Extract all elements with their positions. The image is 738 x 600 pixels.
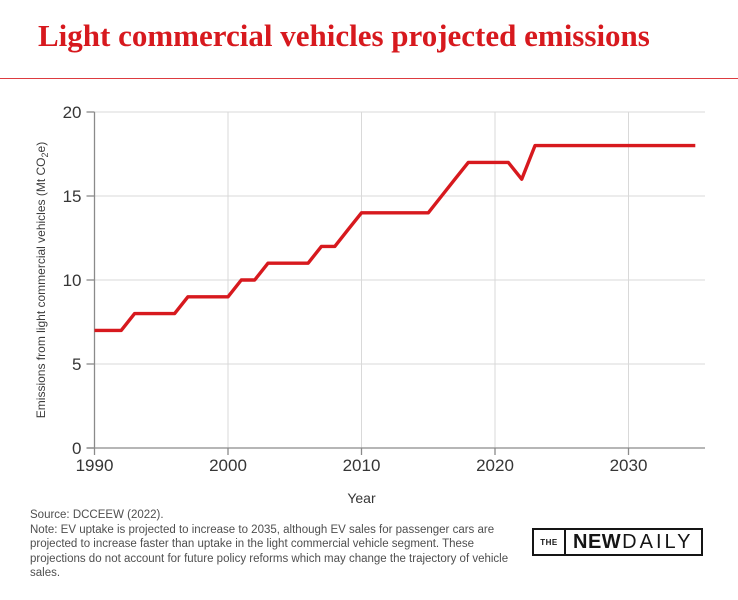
emissions-line-chart: 0 5 10 15 20 1990 2000 2010 2020 2030 Year: [63, 103, 705, 506]
newdaily-logo: THE NEW DAILY: [532, 528, 703, 556]
page-title: Light commercial vehicles projected emis…: [38, 18, 650, 53]
title-rule: [0, 78, 738, 79]
y-axis-label-tail: e): [34, 141, 48, 153]
x-tick-label: 1990: [76, 456, 114, 475]
y-tick-label: 10: [63, 271, 82, 290]
footer-notes: Source: DCCEEW (2022). Note: EV uptake i…: [30, 508, 516, 581]
y-tick-label: 15: [63, 187, 82, 206]
x-tick-label: 2020: [476, 456, 514, 475]
emissions-series-line: [94, 143, 696, 333]
logo-new-label: NEW: [573, 530, 622, 553]
x-tick-label: 2000: [209, 456, 247, 475]
y-tick-label: 20: [63, 103, 82, 122]
logo-wordmark: NEW DAILY: [566, 530, 701, 554]
y-axis-label-text: Emissions from light commercial vehicles…: [34, 157, 48, 419]
y-tick-label: 5: [72, 355, 81, 374]
x-axis-label: Year: [347, 490, 376, 506]
logo-the-label: THE: [534, 530, 566, 554]
x-tick-label: 2010: [343, 456, 381, 475]
logo-daily-label: DAILY: [622, 530, 694, 553]
source-text: Source: DCCEEW (2022).: [30, 509, 164, 521]
y-axis-label: Emissions from light commercial vehicles…: [34, 70, 50, 490]
x-tick-label: 2030: [610, 456, 648, 475]
note-text: Note: EV uptake is projected to increase…: [30, 523, 509, 580]
y-tick-label: 0: [72, 439, 81, 458]
y-axis-label-subscript: 2: [40, 152, 50, 158]
